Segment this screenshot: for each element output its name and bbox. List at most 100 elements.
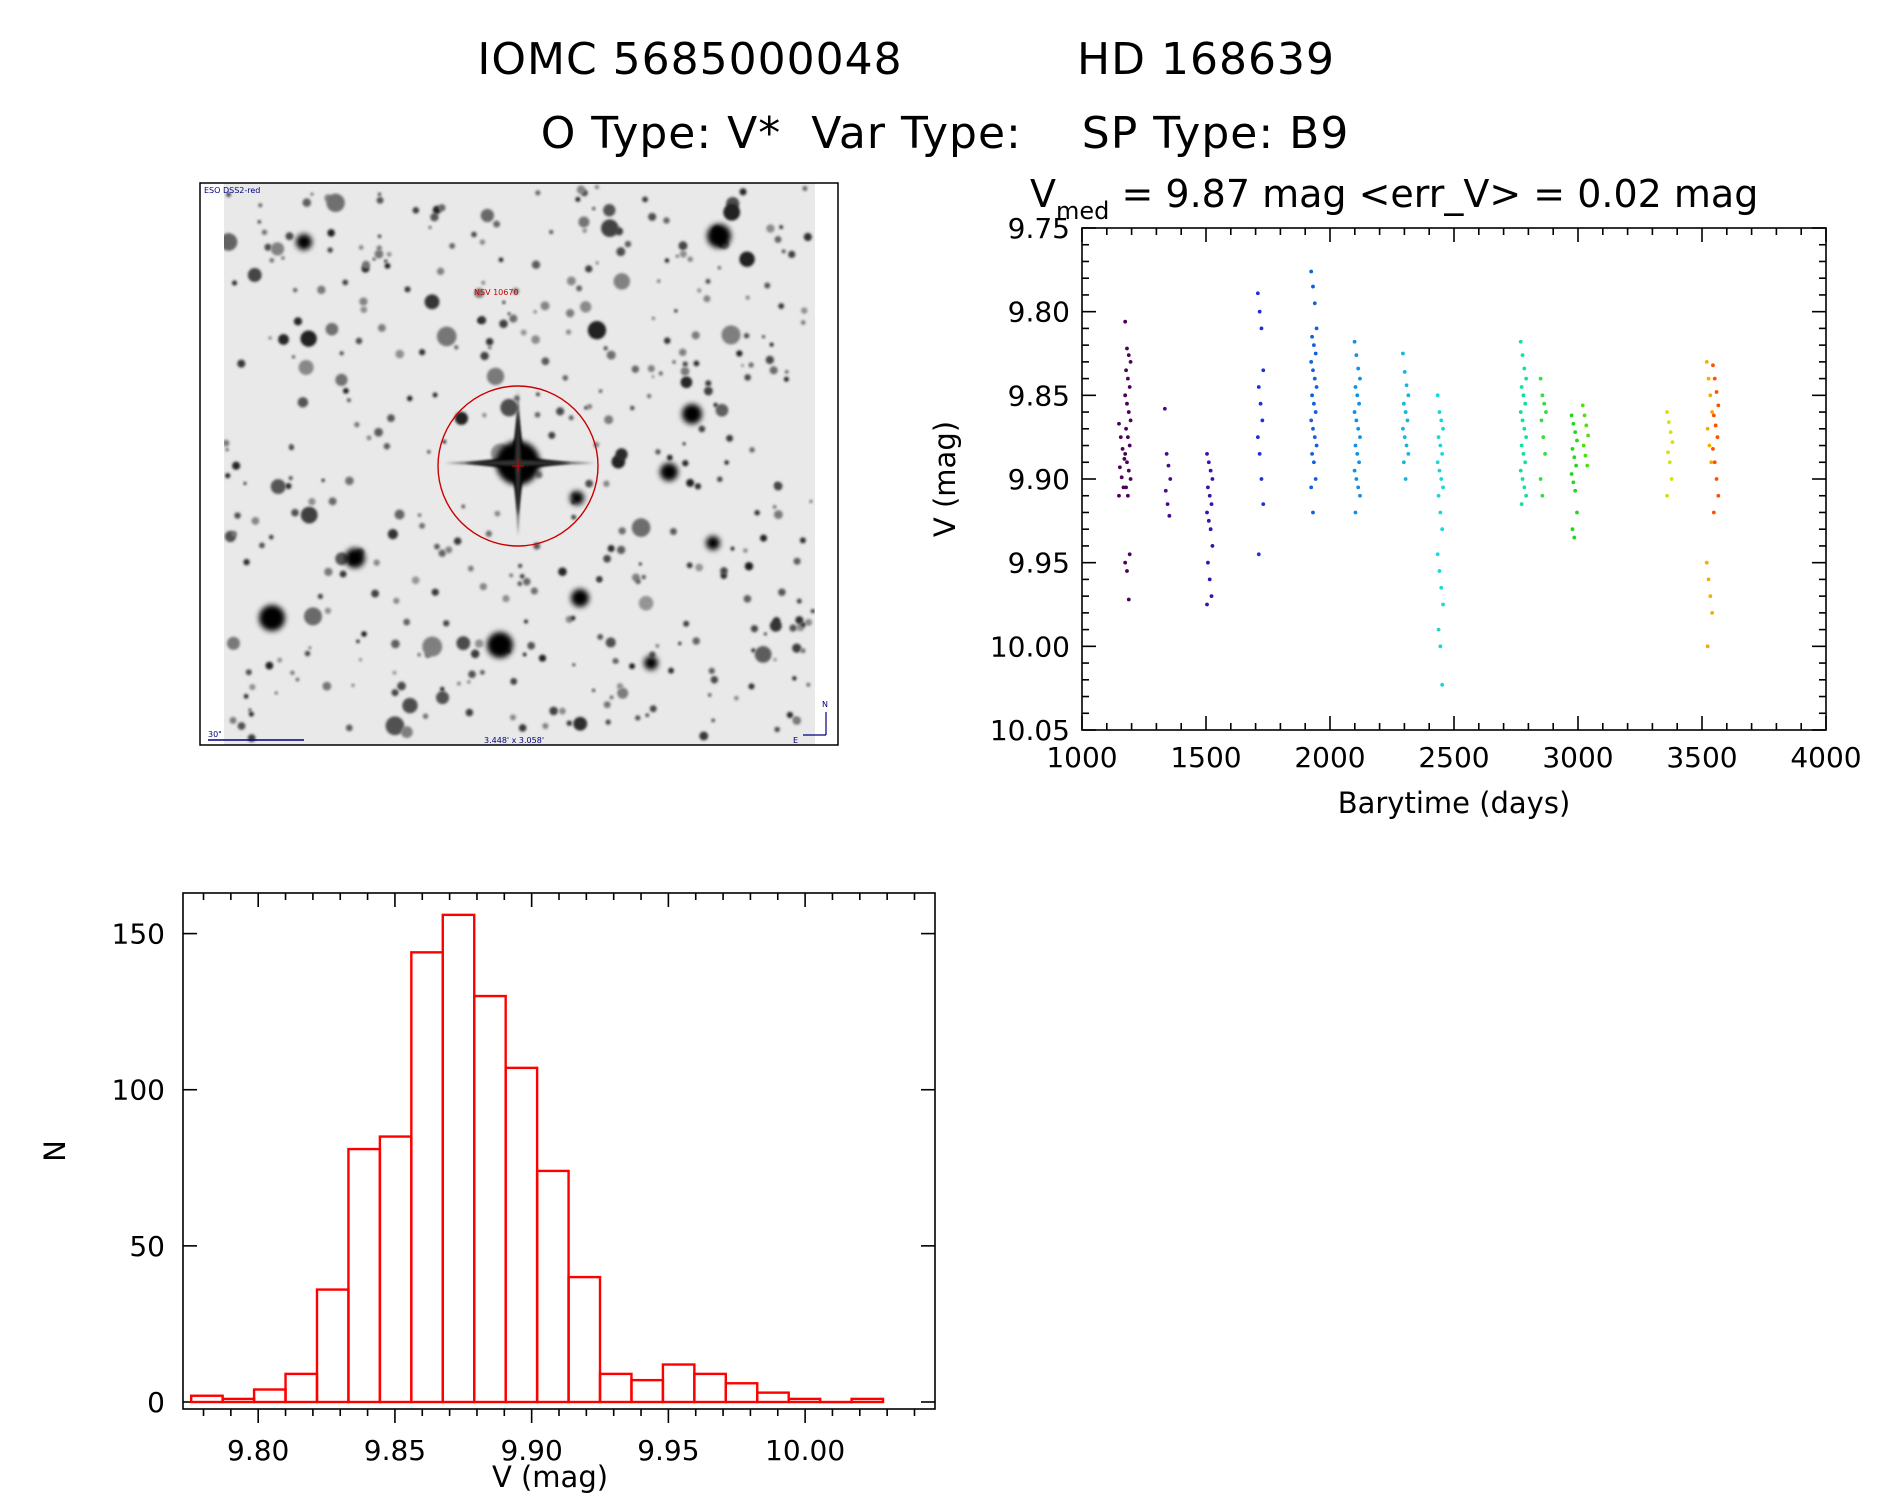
lc-data-point [1573, 430, 1578, 435]
field-star [261, 229, 268, 236]
field-star [765, 355, 774, 365]
field-star [487, 345, 492, 350]
hist-bar [410, 951, 444, 1404]
field-star [268, 534, 274, 540]
field-star [686, 478, 695, 487]
lc-data-point [1206, 518, 1211, 523]
lc-data-point [1128, 359, 1133, 364]
field-star [440, 686, 445, 692]
field-star [449, 242, 456, 249]
hist-y-tick-label: 50 [129, 1230, 165, 1263]
hist-bar [787, 1397, 822, 1404]
field-star [638, 562, 642, 566]
field-star [760, 534, 768, 542]
lc-data-point [1580, 403, 1585, 408]
lc-data-point [1124, 368, 1128, 373]
lc-data-point [1119, 475, 1124, 480]
lc-data-point [1520, 477, 1525, 481]
object-label: NSV 10670 [474, 288, 519, 297]
lc-data-point [1311, 368, 1315, 373]
lc-data-point [1524, 376, 1529, 381]
field-star [734, 695, 739, 701]
lc-data-point [1704, 359, 1709, 364]
field-star [604, 415, 614, 425]
lc-data-point [1569, 413, 1574, 418]
lc-x-tick-label: 4000 [1790, 741, 1861, 774]
field-star [225, 447, 229, 452]
lc-y-tick-label: 9.75 [1008, 212, 1070, 245]
star-field [224, 184, 815, 743]
field-star [400, 726, 413, 738]
field-star [687, 256, 693, 262]
lc-data-point [1570, 527, 1575, 532]
field-star [377, 192, 382, 197]
field-star [237, 359, 246, 368]
field-star [427, 450, 431, 454]
field-star [434, 543, 440, 550]
field-star [629, 663, 636, 670]
field-star [366, 435, 372, 441]
field-star [693, 360, 700, 367]
field-star [229, 716, 237, 724]
lc-data-point [1711, 446, 1715, 451]
field-star [371, 589, 380, 598]
field-star [418, 349, 426, 356]
lc-data-point [1206, 460, 1211, 465]
field-star [290, 670, 295, 676]
lc-data-point [1122, 457, 1127, 461]
field-star [784, 369, 789, 374]
lc-data-point [1520, 353, 1525, 358]
field-star [692, 637, 700, 645]
lc-y-tick-label: 9.85 [1008, 379, 1070, 412]
lc-data-point [1665, 493, 1669, 498]
field-star [530, 587, 538, 595]
field-star [359, 297, 368, 306]
lc-data-point [1574, 463, 1578, 468]
fov-label: 3.448' x 3.058' [484, 736, 544, 745]
field-star [354, 421, 360, 428]
field-star [278, 334, 289, 345]
lc-data-point [1710, 610, 1715, 615]
field-star [672, 360, 676, 364]
hist-y-tick-label: 150 [112, 918, 165, 951]
finder-image-frame [199, 182, 839, 746]
lc-data-point [1542, 401, 1547, 406]
lc-data-point [1314, 443, 1319, 448]
field-star [402, 697, 418, 714]
field-star [708, 667, 715, 675]
lc-data-point [1256, 385, 1261, 389]
field-star [603, 204, 616, 217]
field-star [247, 268, 262, 282]
field-star [743, 595, 752, 603]
field-star [321, 478, 325, 483]
field-star [438, 204, 446, 212]
field-star [474, 288, 485, 299]
hist-y-axis-label: N [38, 1140, 72, 1162]
lc-y-tick-label: 10.00 [990, 630, 1070, 663]
lc-data-point [1358, 376, 1362, 381]
field-star [541, 357, 550, 366]
lc-data-point [1583, 453, 1588, 458]
field-star [549, 706, 558, 716]
field-star [300, 506, 318, 524]
lc-data-point [1126, 597, 1131, 602]
lc-data-point [1402, 435, 1407, 440]
field-star [522, 652, 527, 657]
lc-data-point [1261, 368, 1266, 373]
field-star [304, 650, 311, 657]
field-star [697, 288, 702, 293]
field-star [586, 403, 593, 410]
field-star [698, 425, 706, 433]
bright-star [682, 404, 702, 424]
hist-bar [284, 1372, 319, 1404]
target-circle [437, 385, 599, 547]
lc-data-point [1205, 452, 1209, 456]
lc-data-point [1518, 339, 1523, 344]
field-star [792, 643, 802, 653]
field-star [291, 355, 296, 359]
field-star [682, 361, 688, 367]
field-star [726, 434, 734, 442]
hist-bar [315, 1288, 350, 1404]
field-star [387, 528, 398, 540]
field-star [493, 220, 501, 228]
